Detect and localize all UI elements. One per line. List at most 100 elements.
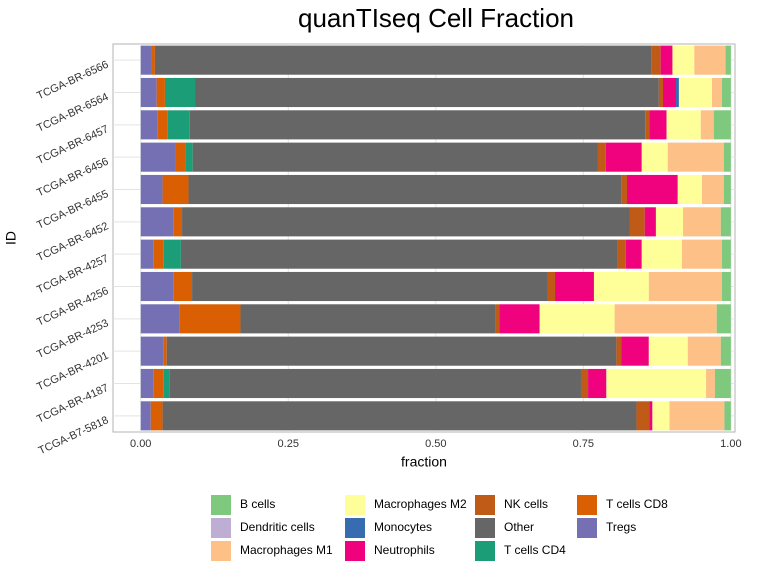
- bar-segment: [627, 174, 678, 205]
- bar-segment: [723, 142, 731, 172]
- bar-segment: [140, 174, 163, 205]
- bar-segment: [189, 110, 646, 140]
- bar-segment: [182, 207, 630, 237]
- bar-segment: [722, 271, 731, 302]
- bar-segment: [672, 45, 695, 75]
- bar-segment: [720, 207, 731, 237]
- bar-segment: [154, 45, 652, 75]
- bar-segment: [173, 207, 183, 237]
- legend-key: [475, 495, 495, 515]
- legend-key: [211, 518, 231, 538]
- bar-segment: [157, 110, 168, 140]
- bar-segment: [722, 239, 731, 269]
- bar-segment: [597, 142, 606, 172]
- chart-title: quanTIseq Cell Fraction: [298, 3, 574, 33]
- x-tick-label: 0.25: [278, 438, 299, 450]
- bar-segment: [669, 401, 725, 431]
- bar-segment: [667, 142, 724, 172]
- bar-segment: [539, 304, 615, 334]
- bar-segment: [163, 368, 170, 399]
- bar-segment: [175, 142, 186, 172]
- bar-segment: [140, 368, 154, 399]
- x-tick-label: 1.00: [720, 438, 741, 450]
- bar-segment: [150, 401, 163, 431]
- bar-segment: [663, 77, 676, 108]
- bar-segment: [694, 45, 726, 75]
- legend-key: [475, 518, 495, 538]
- plot-panel: [112, 43, 736, 433]
- bar-segment: [649, 110, 667, 140]
- legend-key: [577, 518, 597, 538]
- bar-segment: [645, 110, 650, 140]
- legend-key: [345, 518, 365, 538]
- bar-segment: [180, 239, 618, 269]
- legend-label: Dendritic cells: [240, 520, 315, 534]
- bar-segment: [195, 77, 659, 108]
- bar-segment: [666, 110, 701, 140]
- bar-segment: [716, 304, 731, 334]
- bar-segment: [164, 77, 196, 108]
- bar-segment: [641, 142, 668, 172]
- bar-segment: [166, 336, 617, 366]
- bar-segment: [713, 110, 731, 140]
- bar-segment: [495, 304, 500, 334]
- bar-segment: [140, 271, 174, 302]
- bar-segment: [140, 401, 151, 431]
- legend-label: Neutrophils: [374, 543, 435, 557]
- bar-segment: [621, 336, 649, 366]
- bar-segment: [173, 271, 193, 302]
- bar-segment: [711, 77, 723, 108]
- legend-key: [577, 495, 597, 515]
- bar-segment: [677, 174, 702, 205]
- bar-segment: [547, 271, 556, 302]
- bar-segment: [617, 239, 626, 269]
- bar-segment: [629, 207, 645, 237]
- bar-segment: [675, 77, 679, 108]
- legend-label: Tregs: [606, 520, 636, 534]
- bar-segment: [580, 368, 589, 399]
- bar-segment: [140, 239, 154, 269]
- x-tick-label: 0.75: [573, 438, 594, 450]
- bar-segment: [660, 45, 673, 75]
- bar-segment: [621, 174, 628, 205]
- bar-segment: [678, 77, 712, 108]
- bar-segment: [192, 271, 548, 302]
- bar-segment: [140, 336, 164, 366]
- legend-key: [211, 541, 231, 561]
- bar-segment: [655, 207, 684, 237]
- bar-segment: [162, 401, 637, 431]
- bar-segment: [179, 304, 241, 334]
- bar-segment: [606, 368, 707, 399]
- bar-segment: [616, 336, 622, 366]
- legend-key: [211, 495, 231, 515]
- x-tick-label: 0.00: [130, 438, 151, 450]
- bar-segment: [140, 304, 180, 334]
- legend-label: Macrophages M1: [240, 543, 333, 557]
- bar-segment: [163, 336, 167, 366]
- legend-key: [475, 541, 495, 561]
- bar-segment: [140, 207, 174, 237]
- bar-segment: [605, 142, 642, 172]
- bar-segment: [641, 239, 682, 269]
- bar-segment: [644, 207, 656, 237]
- bar-segment: [156, 77, 165, 108]
- legend-key: [345, 541, 365, 561]
- bar-segment: [652, 401, 670, 431]
- legend-label: B cells: [240, 497, 275, 511]
- bar-segment: [636, 401, 650, 431]
- legend-label: T cells CD8: [606, 497, 668, 511]
- legend-label: NK cells: [504, 497, 548, 511]
- legend-label: Macrophages M2: [374, 497, 467, 511]
- bar-segment: [167, 110, 190, 140]
- bar-segment: [185, 142, 193, 172]
- bar-segment: [648, 336, 688, 366]
- bar-segment: [658, 77, 664, 108]
- x-tick-label: 0.50: [425, 438, 446, 450]
- bar-segment: [162, 174, 189, 205]
- bar-segment: [588, 368, 607, 399]
- legend-label: Other: [504, 520, 534, 534]
- bar-segment: [140, 142, 176, 172]
- bar-segment: [140, 110, 158, 140]
